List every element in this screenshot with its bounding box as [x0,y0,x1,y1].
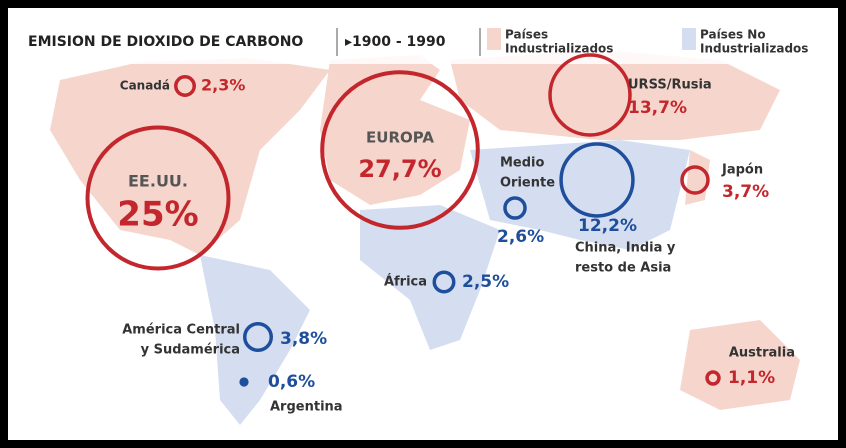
south-america [200,255,310,425]
region-name: EUROPA [366,129,434,147]
region-value: 12,2% [578,216,637,236]
region-value: 0,6% [268,372,315,392]
emission-circle [705,370,721,386]
world-map [50,50,800,425]
legend-swatch [682,28,696,50]
region-name: Oriente [500,176,555,191]
emission-circle [320,70,480,230]
emission-circle [503,196,527,220]
header-band [10,18,836,64]
region-name: Medio [500,156,545,171]
region-name: EE.UU. [128,172,188,191]
emission-circle [432,270,456,294]
region-value: 25% [117,195,198,235]
europe [320,55,470,205]
region-value: 3,7% [722,182,769,202]
region-value: 3,8% [280,329,327,349]
asia [470,140,690,250]
region-name: y Sudamérica [141,343,240,358]
region-name: resto de Asia [575,261,671,276]
region-name: Japón [721,163,763,178]
emission-circle [174,75,196,97]
region-value: 2,6% [497,227,544,247]
legend-label: Países [505,28,548,42]
period: ▸1900 - 1990 [345,34,446,50]
emission-circle [239,377,249,387]
russia [450,50,780,140]
africa [360,205,500,350]
emission-circle [559,142,635,218]
legend-swatch [487,28,501,50]
emission-circle [680,165,710,195]
region-name: Canadá [120,79,170,93]
region-value: 13,7% [628,98,687,118]
region-name: Argentina [270,400,343,415]
north-america [50,58,330,255]
title: EMISION DE DIOXIDO DE CARBONO [28,34,303,50]
legend-label: Países No [700,28,766,42]
region-value: 2,5% [462,272,509,292]
emission-circle [85,125,231,271]
region-value: 27,7% [358,155,441,183]
emission-circle [242,321,274,353]
region-name: África [384,274,427,290]
legend-label: Industrializados [700,42,808,56]
region-name: Australia [729,346,795,361]
region-value: 2,3% [201,76,245,95]
region-name: América Central [122,323,240,338]
australia [680,320,800,410]
emission-circle [548,53,632,137]
region-name: China, India y [575,241,676,256]
region-value: 1,1% [728,368,775,388]
region-name: URSS/Rusia [628,78,712,93]
legend-label: Industrializados [505,42,613,56]
